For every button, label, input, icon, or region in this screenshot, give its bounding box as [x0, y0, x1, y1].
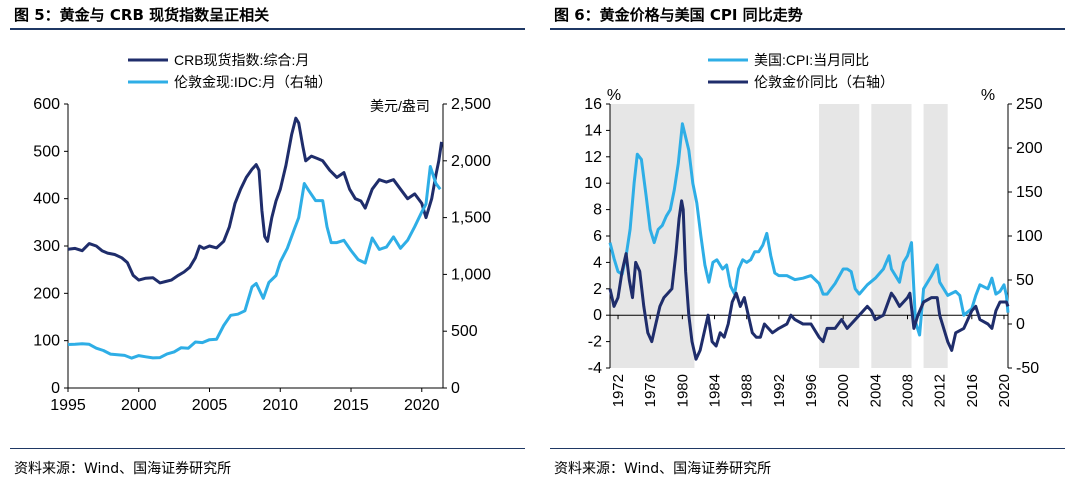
- legend-label-1: 伦敦金价同比（右轴）: [754, 74, 894, 90]
- x-tick-label: 1992: [771, 374, 788, 407]
- x-tick-label: 2015: [333, 397, 369, 414]
- series-line-1: [67, 165, 442, 360]
- left-tick-label: 16: [584, 96, 602, 113]
- right-tick-label: 250: [1016, 96, 1043, 113]
- left-tick-label: 200: [33, 285, 60, 302]
- x-tick-label: 2010: [262, 397, 298, 414]
- x-tick-label: 1995: [50, 397, 86, 414]
- left-tick-label: 10: [584, 175, 602, 192]
- x-tick-label: 1980: [674, 374, 691, 407]
- crb-gold-chart: 0 100 200 300 400 500 600 0 500 1,000 1,500 2,000 2,…: [33, 52, 491, 414]
- left-tick-label: 500: [33, 143, 60, 160]
- right-tick-label: 0: [1016, 316, 1025, 333]
- right-tick-label: -50: [1016, 360, 1039, 377]
- figure-5-title: 图 5：黄金与 CRB 现货指数呈正相关: [14, 6, 270, 24]
- figure-6-title: 图 6：黄金价格与美国 CPI 同比走势: [554, 6, 803, 24]
- x-tick-label: 2000: [835, 374, 852, 407]
- left-tick-label: 2: [593, 281, 602, 298]
- left-tick-label: 0: [51, 380, 60, 397]
- right-tick-label: 1,000: [451, 266, 491, 283]
- x-tick-label: 1976: [642, 374, 659, 407]
- gold-cpi-chart: -4 -2 0 2 4 6 8 10 12 14 16 -50 0 50 100 150 200 250 1972 1…: [584, 52, 1043, 407]
- left-tick-label: 0: [593, 307, 602, 324]
- x-tick-label: 2020: [996, 374, 1013, 407]
- right-tick-label: 1,500: [451, 210, 491, 227]
- figure-5-panel: 图 5：黄金与 CRB 现货指数呈正相关 0 100 200 300 400 500 600…: [10, 6, 525, 477]
- right-tick-label: 150: [1016, 184, 1043, 201]
- x-tick-label: 2008: [899, 374, 916, 407]
- left-tick-label: 400: [33, 191, 60, 208]
- x-tick-label: 1996: [803, 374, 820, 407]
- x-tick-label: 2012: [932, 374, 949, 407]
- series-line-0: [67, 116, 444, 285]
- right-tick-label: 2,500: [451, 96, 491, 113]
- left-tick-label: 8: [593, 202, 602, 219]
- left-tick-label: 14: [584, 122, 602, 139]
- left-tick-label: -4: [588, 360, 602, 377]
- left-tick-label: -2: [588, 334, 602, 351]
- x-tick-label: 1988: [739, 374, 756, 407]
- right-axis-unit: %: [981, 87, 995, 104]
- x-tick-label: 2016: [964, 374, 981, 407]
- series-line-0: [608, 122, 1010, 337]
- right-tick-label: 200: [1016, 140, 1043, 157]
- legend-label-1: 伦敦金现:IDC:月（右轴）: [174, 74, 332, 90]
- right-tick-label: 2,000: [451, 153, 491, 170]
- figure-6-title-rule: [550, 28, 1065, 30]
- left-axis-unit: %: [607, 87, 621, 104]
- figure-6-source-rule: [550, 448, 1065, 449]
- figure-6-panel: 图 6：黄金价格与美国 CPI 同比走势 -4 -2 0 2 4 6 8 10 12 14 16 -5…: [540, 0, 1080, 483]
- left-tick-label: 4: [593, 254, 602, 271]
- x-tick-label: 2005: [192, 397, 228, 414]
- legend-label-0: 美国:CPI:当月同比: [754, 52, 869, 68]
- left-tick-label: 300: [33, 238, 60, 255]
- figure-6-source: 资料来源：Wind、国海证券研究所: [554, 461, 772, 477]
- left-tick-label: 12: [584, 149, 602, 166]
- left-tick-label: 6: [593, 228, 602, 245]
- figure-5-title-rule: [10, 28, 525, 30]
- left-tick-label: 100: [33, 333, 60, 350]
- right-tick-label: 500: [451, 323, 478, 340]
- shaded-period-2: [871, 104, 912, 368]
- series-line-1: [608, 199, 1010, 361]
- x-tick-label: 1972: [610, 374, 627, 407]
- x-tick-label: 1984: [707, 374, 724, 407]
- right-tick-label: 100: [1016, 228, 1043, 245]
- figure-5-source-rule: [10, 448, 525, 449]
- left-tick-label: 600: [33, 96, 60, 113]
- legend-label-0: CRB现货指数:综合:月: [174, 52, 309, 68]
- right-tick-label: 50: [1016, 272, 1034, 289]
- x-tick-label: 2020: [404, 397, 440, 414]
- right-axis-unit: 美元/盎司: [370, 98, 430, 114]
- figure-5-source: 资料来源：Wind、国海证券研究所: [14, 461, 232, 477]
- right-tick-label: 0: [451, 380, 460, 397]
- shaded-period-1: [819, 104, 860, 368]
- x-tick-label: 2000: [121, 397, 157, 414]
- x-tick-label: 2004: [867, 374, 884, 407]
